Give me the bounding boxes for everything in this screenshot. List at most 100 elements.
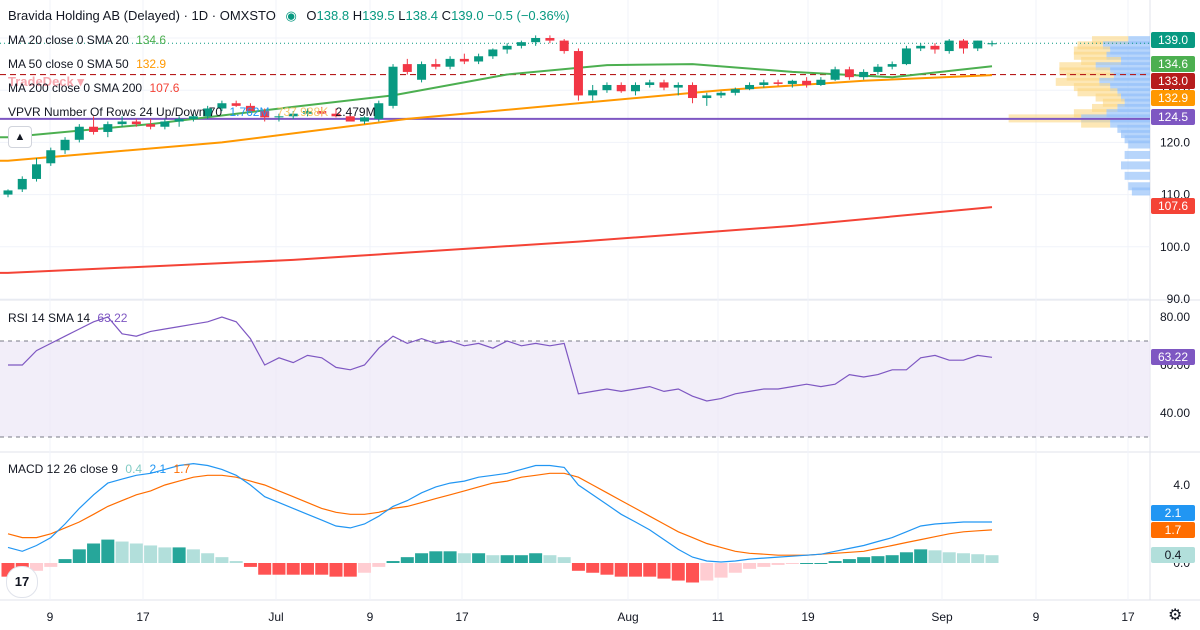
candle-body — [160, 121, 170, 127]
macd-histogram-bar — [243, 563, 257, 567]
macd-histogram-bar — [757, 563, 771, 567]
candle-body — [89, 126, 99, 132]
macd-histogram-bar — [899, 552, 913, 563]
macd-histogram-bar — [272, 563, 286, 575]
macd-histogram-bar — [172, 547, 186, 563]
ma200-legend[interactable]: MA 200 close 0 SMA 200 107.6 — [8, 80, 183, 96]
tradingview-logo[interactable]: 17 — [6, 566, 38, 598]
macd-histogram-bar — [158, 547, 172, 563]
macd-signal-value: 1.7 — [173, 462, 191, 476]
prev-close-tag-text: 133.0 — [1158, 74, 1188, 88]
ma50-legend[interactable]: MA 50 close 0 SMA 50 132.9 — [8, 56, 170, 72]
candle-body — [887, 64, 897, 67]
candle-body — [588, 90, 598, 96]
rsi-tick-label: 40.00 — [1160, 406, 1190, 420]
vp-down-bar — [1092, 36, 1129, 45]
candle-body — [973, 40, 983, 49]
macd-histogram-bar — [429, 551, 443, 563]
rsi-tag — [1151, 349, 1195, 365]
vp-up-bar — [1113, 72, 1150, 81]
indicator-lines — [0, 42, 1150, 274]
gear-icon[interactable]: ⚙ — [1168, 607, 1183, 624]
macd-histogram-bar — [857, 557, 871, 563]
rsi-line — [8, 316, 993, 402]
macd-histogram-bar — [201, 553, 215, 563]
candle-body — [174, 118, 184, 122]
macd-histogram-bar — [144, 545, 158, 563]
macd-histogram-bar — [800, 563, 814, 564]
time-tick-label: Jul — [268, 610, 283, 624]
hist-tag — [1151, 547, 1195, 563]
macd-histogram-bar — [129, 543, 143, 563]
time-tick-label: 9 — [47, 610, 54, 624]
macd-label: MACD 12 26 close 9 — [8, 462, 119, 476]
candle-body — [716, 92, 726, 96]
candle-body — [274, 116, 284, 118]
macd-histogram-bar — [728, 563, 742, 573]
ma20-line — [0, 63, 993, 139]
macd-histogram-bar — [229, 561, 243, 563]
macd-histogram-bar — [358, 563, 372, 573]
collapse-legend-button[interactable]: ▲ — [8, 126, 32, 148]
macd-histogram-bar — [743, 563, 757, 569]
macd-histogram-bar — [643, 563, 657, 577]
time-tick-label: 17 — [1121, 610, 1135, 624]
candle-body — [203, 108, 213, 117]
candle-body — [502, 45, 512, 50]
vp-up-bar — [1110, 46, 1150, 55]
candle-body — [901, 48, 911, 65]
macd-tick-label: 4.0 — [1173, 478, 1190, 492]
macd-histogram-bar — [557, 557, 571, 563]
candle-body — [545, 38, 555, 41]
vp-down-bar — [1059, 67, 1111, 76]
candle-body — [288, 113, 298, 117]
time-tick-label: 9 — [367, 610, 374, 624]
vp-up-bar — [1128, 182, 1150, 191]
vp-up-bar — [1124, 150, 1150, 159]
candle-body — [673, 84, 683, 88]
macd-histogram-bar — [72, 549, 86, 563]
close-tag-text: 139.0 — [1158, 33, 1188, 47]
vp-down-bar — [1081, 56, 1121, 65]
volume-profile — [1008, 36, 1150, 196]
candle-body — [958, 40, 968, 49]
macd-histogram-bar — [44, 563, 58, 567]
candle-body — [117, 121, 127, 125]
candle-body — [146, 124, 156, 127]
macd-histogram-bar — [628, 563, 642, 577]
ma20-legend[interactable]: MA 20 close 0 SMA 20 134.6 — [8, 32, 170, 48]
ma20-tag — [1151, 56, 1195, 72]
candle-body — [730, 89, 740, 93]
time-tick-label: Aug — [617, 610, 638, 624]
prev-close-tag — [1151, 73, 1195, 89]
vp-down-bar — [1055, 77, 1100, 86]
vpvr-total-value: 2.479M — [335, 105, 376, 119]
macd-legend[interactable]: MACD 12 26 close 9 0.4 2.1 1.7 — [8, 461, 194, 477]
macd-histogram-bar — [842, 559, 856, 563]
rsi-legend[interactable]: RSI 14 SMA 14 63.22 — [8, 310, 131, 326]
candle-body — [645, 82, 655, 85]
close-value: 139.0 — [451, 8, 484, 23]
ma200-label: MA 200 close 0 SMA 200 — [8, 81, 143, 95]
candle-body — [759, 82, 769, 85]
candle-body — [930, 45, 940, 50]
macd-histogram-bar — [942, 552, 956, 563]
candle-body — [844, 69, 854, 78]
vp-down-bar — [1073, 51, 1107, 60]
macd-histogram-bar — [571, 563, 585, 571]
candle-body — [331, 113, 341, 117]
status-dot-icon: ◉ — [285, 8, 297, 23]
signal-tag — [1151, 522, 1195, 538]
vp-down-bar — [1081, 119, 1111, 128]
candle-body — [830, 69, 840, 80]
rsi-tag-text: 63.22 — [1158, 350, 1188, 364]
candle-body — [131, 121, 141, 125]
vp-up-bar — [1117, 88, 1150, 97]
symbol-title[interactable]: Bravida Holding AB (Delayed) · 1D · OMXS… — [8, 8, 276, 23]
candle-body — [32, 164, 42, 179]
signal-tag-text: 1.7 — [1165, 523, 1182, 537]
candle-body — [360, 117, 370, 122]
tradedeck-watermark: TradeDeck ▾ — [8, 74, 84, 89]
vpvr-legend[interactable]: VPVR Number Of Rows 24 Up/Down 70 1.762M… — [8, 104, 380, 120]
